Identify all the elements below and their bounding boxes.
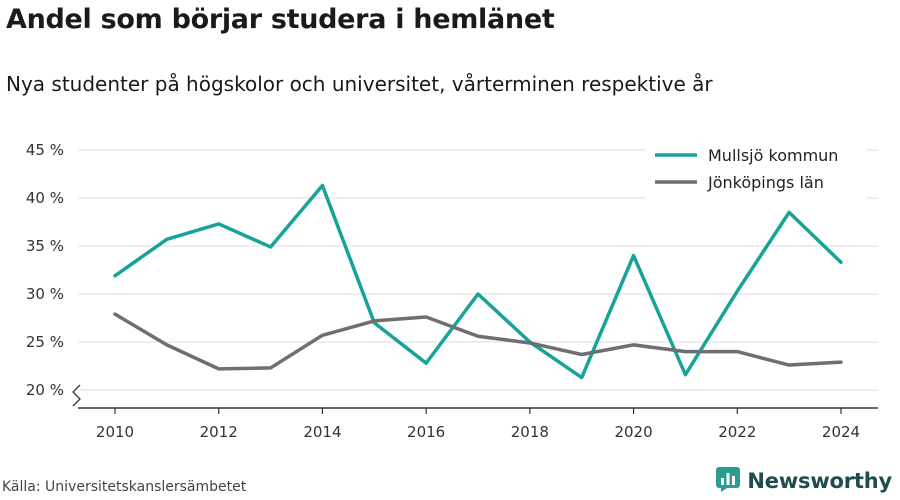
chart-subtitle: Nya studenter på högskolor och universit… <box>6 72 713 96</box>
y-tick-label: 35 % <box>26 237 64 255</box>
x-tick-label: 2020 <box>614 423 652 441</box>
y-tick-label: 45 % <box>26 141 64 159</box>
x-tick-label: 2012 <box>200 423 238 441</box>
series-line-1 <box>113 312 843 371</box>
legend-background <box>645 138 867 200</box>
x-axis: 2010 2012 2014 2016 2018 2020 2022 2024 <box>78 407 878 441</box>
brand-name: Newsworthy <box>747 469 892 493</box>
series-lines <box>113 183 843 380</box>
series-line-0 <box>113 183 843 380</box>
x-tick-label: 2018 <box>511 423 549 441</box>
brand-logo: Newsworthy <box>715 466 892 496</box>
x-tick-label: 2024 <box>822 423 860 441</box>
x-tick-label: 2014 <box>303 423 341 441</box>
y-tick-label: 25 % <box>26 333 64 351</box>
y-tick-label: 20 % <box>26 381 64 399</box>
x-tick-label: 2010 <box>96 423 134 441</box>
x-tick-label: 2022 <box>718 423 756 441</box>
legend-label: Jönköpings län <box>707 173 824 192</box>
legend: Mullsjö kommun Jönköpings län <box>645 138 867 200</box>
chart-title: Andel som börjar studera i hemlänet <box>6 4 555 35</box>
legend-label: Mullsjö kommun <box>708 146 838 165</box>
newsworthy-logo-icon <box>715 466 741 496</box>
x-tick-label: 2016 <box>407 423 445 441</box>
source-note: Källa: Universitetskanslersämbetet <box>2 479 247 495</box>
y-axis-labels: 20 % 25 % 30 % 35 % 40 % 45 % <box>26 141 81 407</box>
y-tick-label: 40 % <box>26 189 64 207</box>
y-tick-label: 30 % <box>26 285 64 303</box>
axis-break-icon <box>72 384 81 407</box>
